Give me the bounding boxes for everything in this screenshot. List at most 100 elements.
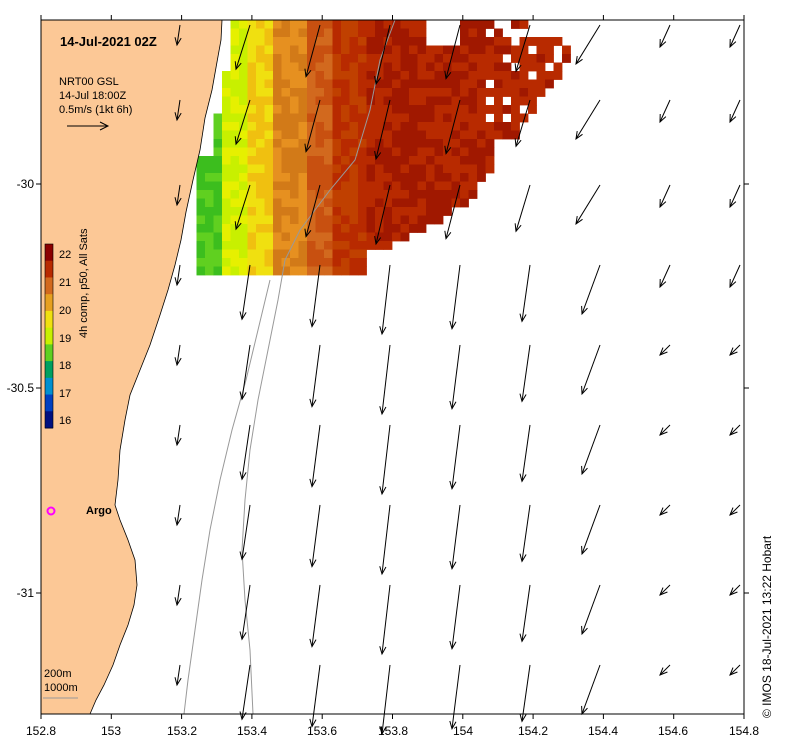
sst-pixel (502, 45, 512, 55)
sst-pixel (511, 79, 520, 89)
sst-pixel (264, 62, 274, 72)
sst-pixel (358, 215, 367, 225)
sst-pixel (332, 88, 342, 97)
sst-pixel (358, 232, 367, 242)
sst-pixel (409, 190, 418, 199)
sst-pixel (324, 122, 333, 131)
sst-pixel (290, 258, 299, 267)
sst-pixel (315, 224, 325, 233)
sst-pixel (273, 122, 282, 131)
sst-pixel (213, 139, 223, 148)
sst-pixel (298, 71, 308, 80)
sst-pixel (256, 207, 265, 216)
sst-pixel (307, 79, 316, 89)
sst-pixel (230, 190, 240, 199)
sst-pixel (392, 130, 401, 140)
sst-pixel (358, 28, 367, 38)
sst-pixel (247, 20, 257, 29)
sst-pixel (502, 105, 512, 114)
sst-pixel (341, 207, 350, 216)
sst-pixel (392, 113, 401, 123)
sst-pixel (341, 28, 350, 38)
sst-pixel (298, 62, 308, 72)
sst-pixel (494, 71, 503, 80)
sst-pixel (383, 198, 393, 208)
sst-pixel (358, 198, 367, 208)
sst-pixel (528, 54, 537, 63)
sst-pixel (366, 224, 376, 233)
sst-pixel (264, 113, 274, 123)
sst-pixel (417, 190, 427, 199)
sst-pixel (239, 156, 248, 165)
current-arrow (309, 664, 321, 728)
colorbar-tick: 16 (59, 415, 72, 427)
sst-pixel (247, 198, 257, 208)
sst-pixel (502, 122, 512, 131)
sst-pixel (281, 79, 291, 89)
sst-pixel (290, 181, 299, 191)
sst-pixel (290, 45, 299, 55)
velocity-scale-arrow (67, 121, 110, 131)
sst-pixel (307, 190, 316, 199)
sst-pixel (383, 181, 393, 191)
sst-pixel (298, 45, 308, 55)
sst-pixel (409, 224, 418, 233)
sst-pixel (264, 224, 274, 233)
sst-pixel (307, 173, 316, 182)
sst-pixel (332, 122, 342, 131)
current-arrow (239, 424, 251, 481)
sst-pixel (290, 232, 299, 242)
axis-ticks (36, 15, 749, 719)
sst-pixel (511, 54, 520, 63)
sst-pixel (485, 62, 495, 72)
current-arrow (581, 344, 601, 396)
sst-pixel (528, 96, 537, 106)
sst-pixel (239, 28, 248, 38)
sst-pixel (256, 164, 265, 174)
sst-pixel (256, 241, 265, 250)
sst-pixel (264, 215, 274, 225)
sst-pixel (213, 181, 223, 191)
sst-pixel (273, 88, 282, 97)
sst-pixel (358, 147, 367, 157)
sst-pixel (511, 130, 520, 140)
sst-pixel (264, 20, 274, 29)
sst-pixel (383, 164, 393, 174)
sst-pixel (349, 241, 359, 250)
sst-pixel (256, 215, 265, 225)
sst-pixel (298, 181, 308, 191)
sst-pixel (528, 37, 537, 46)
sst-pixel (460, 139, 469, 148)
sst-pixel (205, 156, 214, 165)
sst-pixel (366, 113, 376, 123)
sst-pixel (451, 88, 461, 97)
sst-pixel (332, 130, 342, 140)
sst-pixel (239, 198, 248, 208)
sst-pixel (451, 156, 461, 165)
sst-pixel (375, 122, 384, 131)
sst-pixel (426, 190, 435, 199)
sst-pixel (264, 45, 274, 55)
sst-pixel (409, 173, 418, 182)
current-arrow (581, 504, 601, 556)
sst-pixel (392, 54, 401, 63)
sst-pixel (273, 20, 282, 29)
sst-pixel (281, 20, 291, 29)
sst-pixel (434, 215, 444, 225)
colorbar-segment (45, 310, 53, 329)
sst-pixel (281, 207, 291, 216)
sst-pixel (332, 147, 342, 157)
sst-pixel (281, 147, 291, 157)
sst-pixel (239, 79, 248, 89)
sst-pixel (315, 258, 325, 267)
current-arrow (309, 504, 321, 568)
sst-pixel (468, 139, 478, 148)
sst-pixel (230, 79, 240, 89)
sst-pixel (324, 28, 333, 38)
sst-pixel (443, 122, 452, 131)
sst-pixel (375, 105, 384, 114)
sst-pixel (239, 215, 248, 225)
sst-pixel (358, 224, 367, 233)
sst-pixel (281, 37, 291, 46)
sst-pixel (460, 28, 469, 38)
